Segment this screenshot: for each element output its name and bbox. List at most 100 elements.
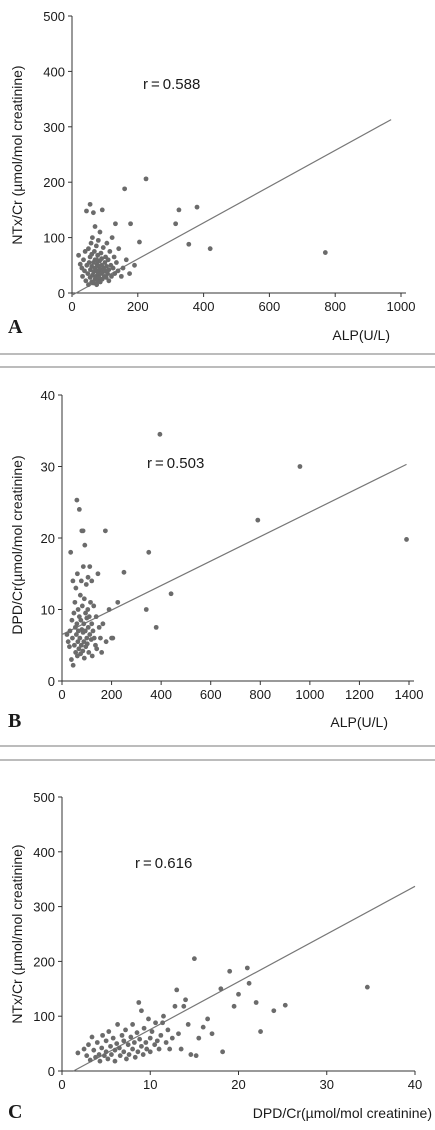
- data-point: [176, 1031, 181, 1037]
- data-point: [99, 207, 105, 213]
- data-point: [89, 621, 95, 627]
- x-axis-label: DPD/Cr(µmol/mol creatinine): [253, 1105, 432, 1121]
- data-point: [91, 635, 97, 641]
- data-point: [188, 1052, 194, 1057]
- data-point: [83, 278, 89, 284]
- data-point: [81, 655, 87, 661]
- data-point: [135, 1049, 141, 1055]
- data-point: [205, 1016, 211, 1022]
- data-point: [69, 617, 75, 623]
- x-tick-label: 1000: [387, 299, 416, 314]
- y-tick-label: 40: [41, 388, 55, 403]
- data-point: [82, 628, 88, 634]
- y-tick-label: 0: [48, 1064, 55, 1079]
- data-point: [147, 1035, 153, 1041]
- y-tick-label: 30: [41, 460, 55, 475]
- data-point: [282, 1002, 288, 1008]
- data-point: [209, 1031, 215, 1037]
- data-point: [125, 1042, 131, 1048]
- x-tick-label: 40: [408, 1077, 422, 1092]
- data-point: [116, 246, 122, 252]
- x-tick-label: 200: [101, 687, 123, 702]
- data-point: [90, 210, 96, 216]
- data-point: [93, 614, 99, 620]
- data-point: [96, 624, 102, 630]
- data-point: [81, 621, 87, 627]
- data-point: [168, 591, 174, 597]
- data-point: [104, 240, 110, 246]
- data-point: [91, 249, 97, 254]
- data-point: [139, 1008, 144, 1014]
- data-point: [113, 221, 118, 227]
- data-point: [95, 571, 101, 577]
- data-point: [86, 1042, 91, 1048]
- data-point: [88, 240, 94, 246]
- data-point: [236, 991, 241, 997]
- data-point: [178, 1046, 184, 1052]
- data-point: [94, 257, 100, 263]
- data-point: [154, 1038, 160, 1044]
- data-point: [231, 1003, 237, 1009]
- data-point: [121, 569, 127, 575]
- data-point: [186, 241, 192, 247]
- data-point: [80, 528, 86, 534]
- y-tick-label: 0: [48, 674, 55, 689]
- data-point: [70, 662, 76, 668]
- data-point: [74, 497, 80, 503]
- data-point: [76, 646, 82, 652]
- data-points: [64, 431, 409, 668]
- data-point: [81, 1046, 87, 1052]
- data-point: [207, 246, 213, 252]
- data-point: [76, 252, 81, 258]
- data-point: [103, 1049, 109, 1055]
- ticks: 0 200 400 600 800 1000 1200 1400 0 10 20 30 40: [41, 388, 424, 702]
- data-point: [143, 176, 149, 182]
- data-point: [132, 262, 137, 268]
- data-point: [78, 617, 84, 623]
- data-point: [110, 1035, 116, 1041]
- data-point: [75, 1050, 81, 1056]
- data-point: [183, 997, 188, 1003]
- data-point: [94, 1040, 100, 1045]
- data-point: [112, 271, 118, 277]
- data-point: [96, 1052, 102, 1057]
- data-point: [97, 229, 103, 235]
- data-point: [114, 260, 119, 265]
- x-tick-label: 800: [324, 299, 346, 314]
- x-tick-label: 0: [58, 687, 65, 702]
- data-point: [94, 646, 100, 652]
- data-point: [271, 1008, 277, 1014]
- data-point: [97, 1058, 103, 1064]
- data-point: [109, 635, 114, 641]
- data-point: [82, 542, 88, 548]
- data-point: [115, 268, 121, 274]
- data-point: [83, 582, 89, 587]
- data-point: [130, 1046, 136, 1052]
- data-point: [153, 624, 159, 630]
- data-point: [86, 260, 92, 265]
- data-point: [78, 578, 84, 584]
- data-point: [89, 235, 95, 241]
- data-point: [83, 610, 88, 616]
- data-point: [122, 186, 128, 192]
- data-point: [89, 653, 95, 659]
- y-tick-label: 200: [43, 175, 65, 190]
- data-point: [103, 275, 109, 280]
- regression-line: [71, 119, 392, 296]
- y-axis-label: NTx/Cr (µmol/mol creatinine): [9, 844, 25, 1023]
- panel-b: 0 200 400 600 800 1000 1200 1400 0 10 20 30 40 DPD/C…: [8, 388, 423, 732]
- data-point: [95, 237, 101, 243]
- ticks: 0 200 400 600 800 1000 0 100 200 300 400 500: [43, 9, 415, 314]
- data-point: [90, 628, 96, 634]
- data-point: [76, 507, 82, 512]
- x-tick-label: 10: [143, 1077, 157, 1092]
- data-point: [93, 243, 99, 249]
- data-point: [147, 1049, 153, 1055]
- y-axis-label: NTx/Cr (µmol/mol creatinine): [9, 65, 25, 244]
- data-points: [75, 956, 370, 1064]
- data-point: [143, 607, 149, 612]
- data-point: [253, 1000, 259, 1005]
- data-point: [70, 635, 75, 641]
